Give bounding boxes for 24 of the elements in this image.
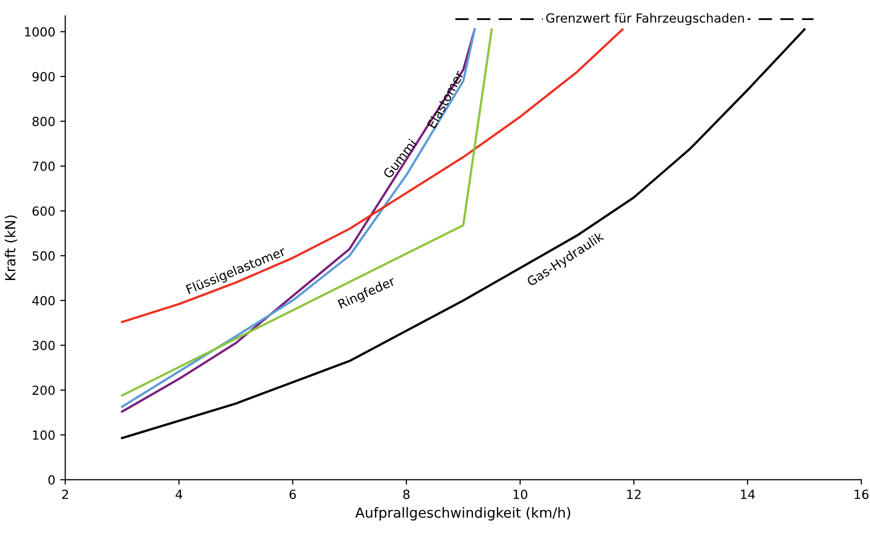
line-series <box>121 28 624 324</box>
x-tick-label: 6 <box>290 490 296 500</box>
y-tick-label: 500 <box>32 251 55 261</box>
y-tick-label: 0 <box>48 475 55 485</box>
y-tick-label: 900 <box>32 72 55 82</box>
y-tick-label: 600 <box>32 206 55 216</box>
y-tick-label: 300 <box>32 340 55 350</box>
y-tick-label: 1000 <box>25 27 55 37</box>
ref-line-label: Grenzwert für Fahrzeugschaden <box>546 13 744 26</box>
y-tick-label: 100 <box>33 430 55 440</box>
x-tick-label: 8 <box>403 490 410 500</box>
x-tick-label: 10 <box>514 490 528 500</box>
x-tick-label: 2 <box>62 490 68 499</box>
x-tick-label: 16 <box>854 490 868 500</box>
y-tick-label: 200 <box>32 386 55 396</box>
y-axis-title: Kraft (kN) <box>4 215 18 280</box>
x-axis-title: Aufprallgeschwindigkeit (km/h) <box>355 507 570 521</box>
x-tick-label: 4 <box>176 490 182 499</box>
x-tick-label: 12 <box>627 490 641 499</box>
x-tick-label: 14 <box>741 490 755 499</box>
y-tick-label: 800 <box>32 116 55 126</box>
y-tick-label: 700 <box>32 162 55 172</box>
y-tick-label: 400 <box>32 296 55 306</box>
line-series <box>121 28 806 440</box>
